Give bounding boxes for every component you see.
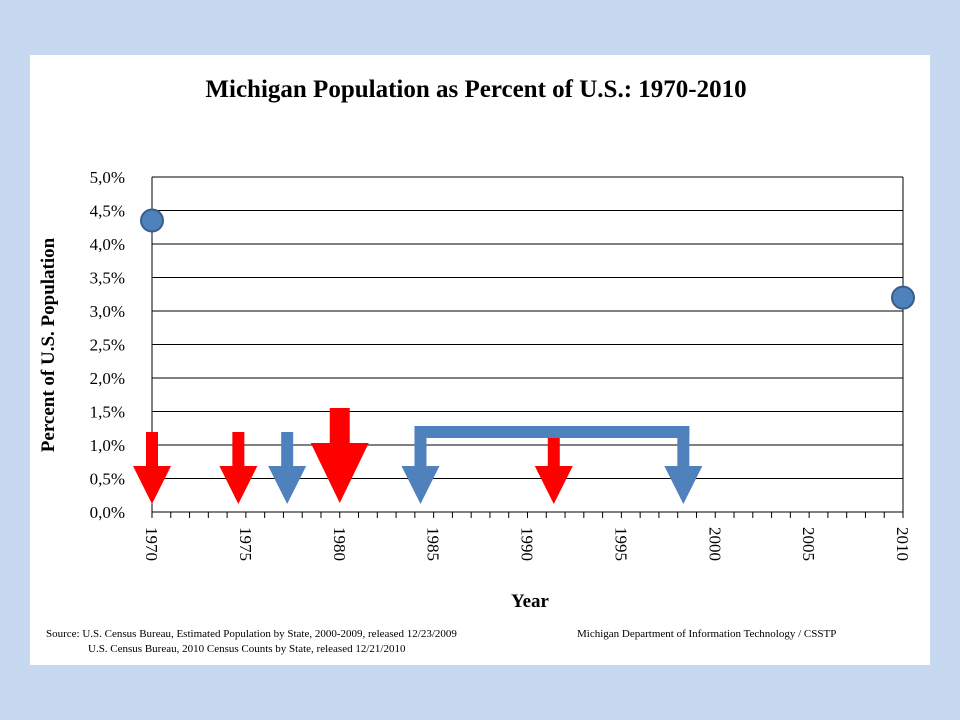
x-tick-label: 1995: [611, 527, 630, 561]
y-axis-label: Percent of U.S. Population: [38, 237, 59, 452]
y-tick-label: 3,5%: [90, 269, 125, 288]
x-tick-label: 2010: [893, 527, 912, 561]
data-point: [891, 285, 915, 310]
chart: Michigan Population as Percent of U.S.: …: [38, 76, 915, 655]
red-arrow: [310, 408, 369, 503]
y-tick-label: 2,0%: [90, 369, 125, 388]
y-tick-label: 4,5%: [90, 202, 125, 221]
x-tick-label: 1985: [424, 527, 443, 561]
source-line-2: U.S. Census Bureau, 2010 Census Counts b…: [88, 643, 406, 655]
x-axis-label: Year: [511, 591, 550, 612]
red-arrow: [219, 432, 258, 504]
x-tick-label: 1975: [236, 527, 255, 561]
y-tick-label: 4,0%: [90, 235, 125, 254]
source-credit: Michigan Department of Information Techn…: [577, 628, 836, 640]
y-tick-label: 2,5%: [90, 336, 125, 355]
data-point: [140, 208, 164, 233]
y-tick-label: 3,0%: [90, 302, 125, 321]
blue-bracket-arrow-right: [664, 426, 703, 504]
y-tick-label: 0,5%: [90, 470, 125, 489]
blue-bracket-arrow-left: [401, 426, 440, 504]
blue-bracket-bar: [414, 426, 690, 438]
y-tick-label: 1,5%: [90, 403, 125, 422]
source-line-1: Source: U.S. Census Bureau, Estimated Po…: [46, 628, 457, 640]
y-tick-label: 1,0%: [90, 436, 125, 455]
x-tick-label: 1990: [518, 527, 537, 561]
x-tick-label: 2000: [705, 527, 724, 561]
x-tick-label: 2005: [799, 527, 818, 561]
y-tick-label: 0,0%: [90, 503, 125, 522]
red-arrow: [133, 432, 171, 504]
red-arrow: [534, 432, 573, 504]
x-tick-label: 1980: [330, 527, 349, 561]
y-tick-label: 5,0%: [90, 168, 125, 187]
chart-title: Michigan Population as Percent of U.S.: …: [205, 76, 746, 103]
blue-arrow: [268, 432, 307, 504]
slide: Michigan Population as Percent of U.S.: …: [30, 55, 930, 665]
x-tick-label: 1970: [142, 527, 161, 561]
